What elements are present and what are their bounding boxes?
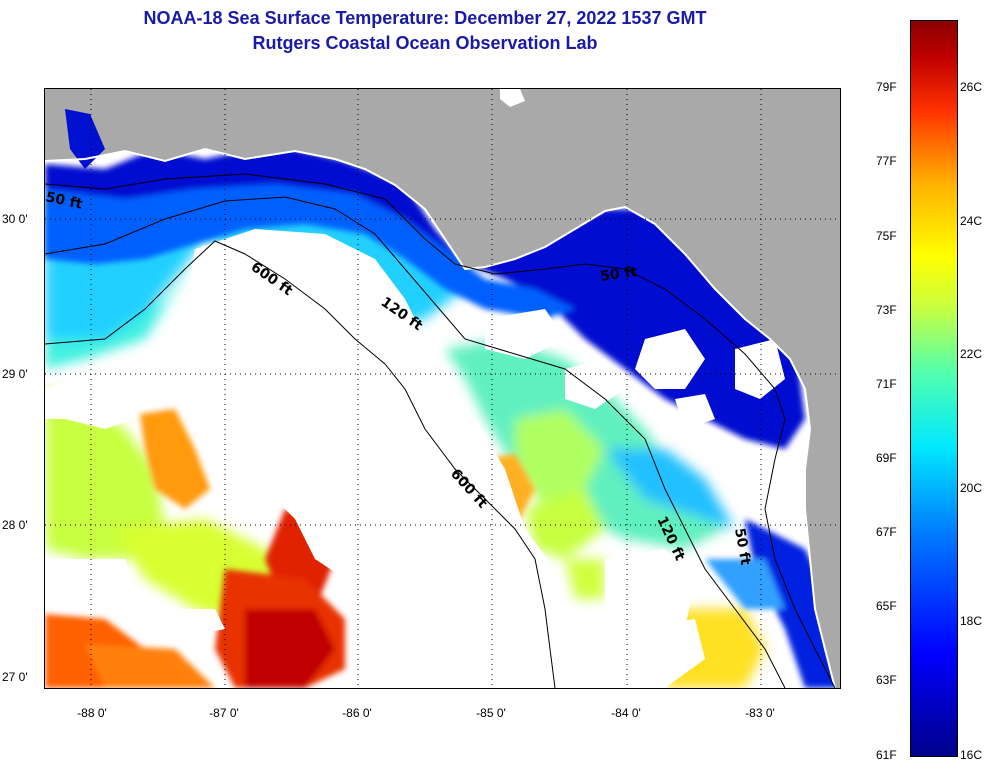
contour-50ft — [45, 173, 836, 688]
colorbar-label-22c: 22C — [960, 347, 983, 361]
map-title: NOAA-18 Sea Surface Temperature: Decembe… — [143, 8, 707, 28]
contour-600ft — [45, 240, 556, 688]
contour-label-50ft-east: 50 ft — [599, 264, 638, 285]
colorbar-label-69f: 69F — [876, 451, 897, 465]
contour-120ft — [45, 196, 786, 688]
colorbar-label-77f: 77F — [876, 154, 897, 168]
colorbar-label-67f: 67F — [876, 525, 897, 539]
colorbar-label-20c: 20C — [960, 481, 983, 495]
lon-label-83: -83 0' — [745, 706, 775, 720]
temperature-colorbar — [910, 20, 958, 757]
map-subtitle: Rutgers Coastal Ocean Observation Lab — [252, 33, 598, 53]
lon-label-87: -87 0' — [209, 706, 239, 720]
lat-label-28: 28 0' — [2, 518, 28, 532]
colorbar-label-18c: 18C — [960, 614, 983, 628]
colorbar-label-73f: 73F — [876, 303, 897, 317]
sst-map: 50 ft 50 ft 50 ft 120 ft 120 ft 600 ft 6… — [44, 88, 841, 689]
colorbar-label-16c: 16C — [960, 748, 983, 762]
lon-label-86: -86 0' — [342, 706, 372, 720]
lat-label-30: 30 0' — [2, 212, 28, 226]
colorbar-label-61f: 61F — [876, 748, 897, 762]
coastline — [45, 147, 836, 688]
land-mass — [45, 89, 840, 688]
bathymetry-contours — [45, 173, 836, 688]
colorbar-label-63f: 63F — [876, 673, 897, 687]
lon-label-84: -84 0' — [611, 706, 641, 720]
colorbar-label-65f: 65F — [876, 599, 897, 613]
contour-label-50ft-south: 50 ft — [731, 527, 753, 567]
contour-label-50ft-west: 50 ft — [45, 189, 84, 212]
colorbar-label-79f: 79F — [876, 80, 897, 94]
lat-label-27: 27 0' — [2, 670, 28, 684]
lon-label-85: -85 0' — [476, 706, 506, 720]
colorbar-label-71f: 71F — [876, 377, 897, 391]
colorbar-label-24c: 24C — [960, 214, 983, 228]
lat-label-29: 29 0' — [2, 367, 28, 381]
colorbar-label-26c: 26C — [960, 80, 983, 94]
lon-label-88: -88 0' — [77, 706, 107, 720]
colorbar-label-75f: 75F — [876, 229, 897, 243]
